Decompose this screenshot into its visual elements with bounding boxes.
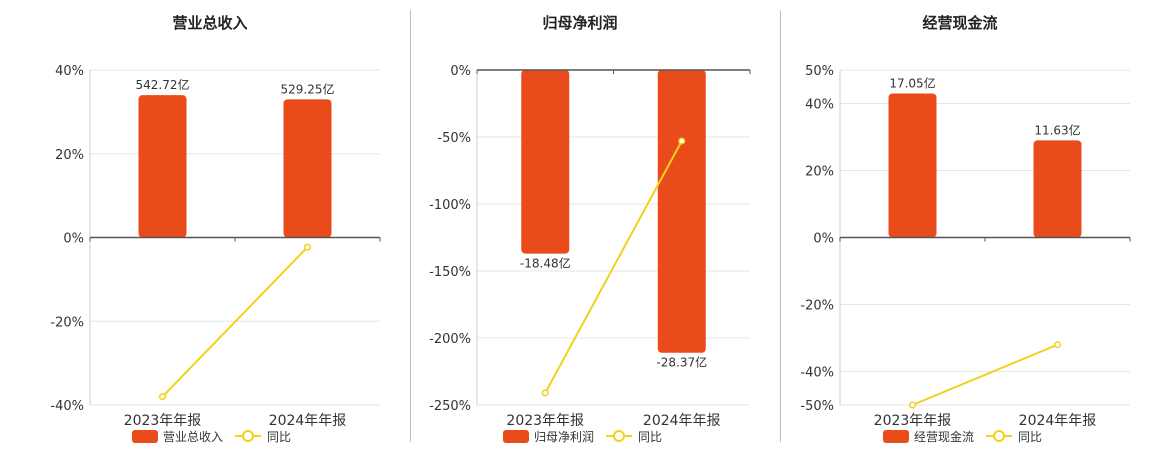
legend-line-label: 同比 (267, 430, 291, 444)
y-tick-label: -200% (429, 332, 471, 347)
x-tick-label: 2023年年报 (506, 413, 584, 429)
bar (657, 70, 706, 353)
x-tick-label: 2024年年报 (643, 413, 721, 429)
legend-bar-swatch (503, 430, 529, 443)
chart-title-net-profit: 归母净利润 (542, 14, 618, 32)
yoy-point (908, 401, 917, 409)
yoy-point (541, 389, 549, 397)
bar-value-label: 529.25亿 (281, 81, 335, 96)
y-tick-label: -40% (50, 399, 84, 414)
x-tick-label: 2023年年报 (874, 413, 952, 429)
legend-line-label: 同比 (1018, 430, 1042, 444)
y-tick-label: 20% (805, 165, 834, 180)
legend-bar-label: 经营现金流 (914, 429, 974, 444)
y-tick-label: -20% (50, 315, 84, 330)
legend-line-marker (242, 430, 255, 442)
y-tick-label: -20% (800, 299, 834, 314)
y-tick-label: 0% (450, 64, 471, 79)
legend-bar-swatch (132, 430, 158, 443)
legend-bar-label: 营业总收入 (163, 430, 223, 444)
y-tick-label: -250% (429, 399, 471, 414)
y-tick-label: 20% (55, 148, 84, 163)
yoy-line (161, 246, 309, 398)
y-tick-label: 50% (805, 64, 834, 79)
bar (888, 93, 937, 238)
y-tick-label: -40% (800, 366, 834, 381)
legend-line-label: 同比 (638, 430, 662, 444)
bar-value-label: 17.05亿 (889, 75, 935, 90)
bar-value-label: -28.37亿 (656, 355, 707, 370)
legend-bar-label: 归母净利润 (534, 430, 594, 444)
yoy-line (544, 140, 683, 394)
bar (521, 70, 570, 254)
y-tick-label: -50% (800, 399, 834, 414)
x-tick-label: 2024年年报 (1019, 413, 1097, 429)
y-tick-label: -150% (429, 265, 471, 280)
yoy-point (158, 393, 167, 401)
legend-bar-swatch (883, 430, 909, 443)
y-tick-label: -50% (437, 131, 471, 146)
bar-value-label: 542.72亿 (136, 77, 190, 92)
panel-divider (780, 10, 781, 442)
legend-line-marker (613, 430, 626, 442)
chart-title-cash-flow: 经营现金流 (922, 14, 998, 32)
legend-line-marker (993, 430, 1006, 442)
yoy-point (303, 243, 312, 251)
panel-divider (410, 10, 411, 442)
chart-title-revenue: 营业总收入 (172, 14, 248, 32)
bar-value-label: 11.63亿 (1034, 122, 1080, 137)
x-tick-label: 2023年年报 (124, 413, 202, 429)
yoy-point (678, 137, 686, 145)
x-tick-label: 2024年年报 (269, 413, 347, 429)
y-tick-label: 0% (813, 232, 834, 247)
yoy-point (1053, 341, 1062, 349)
bar (1033, 140, 1082, 238)
bar (138, 95, 187, 238)
bar (283, 99, 332, 238)
y-tick-label: 40% (805, 98, 834, 113)
y-tick-label: 0% (63, 232, 84, 247)
y-tick-label: -100% (429, 198, 471, 213)
bar-value-label: -18.48亿 (520, 256, 571, 271)
y-tick-label: 40% (55, 64, 84, 79)
yoy-line (912, 343, 1058, 406)
